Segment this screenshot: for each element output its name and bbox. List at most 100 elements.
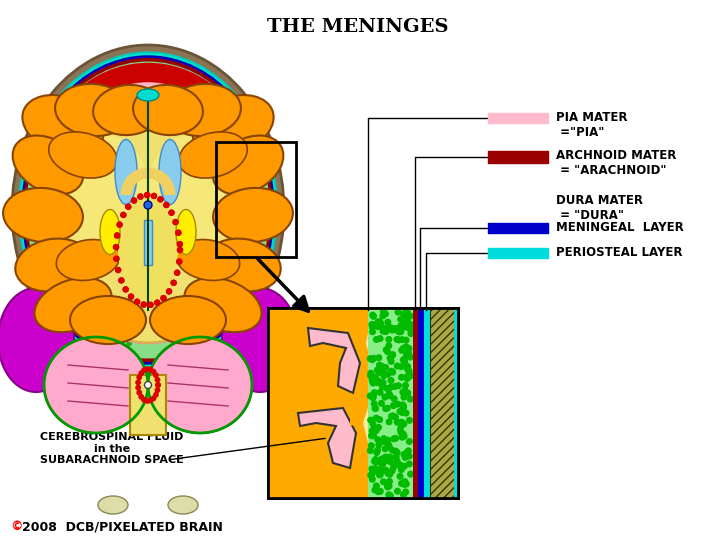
Circle shape (174, 333, 179, 338)
Circle shape (375, 437, 381, 442)
Circle shape (173, 220, 178, 225)
Circle shape (71, 188, 74, 192)
Circle shape (396, 337, 402, 343)
Circle shape (137, 186, 141, 191)
Circle shape (105, 218, 109, 222)
Circle shape (96, 212, 101, 217)
Circle shape (217, 217, 222, 222)
Circle shape (132, 198, 137, 203)
Circle shape (405, 390, 410, 396)
Circle shape (383, 457, 389, 463)
Circle shape (401, 311, 407, 316)
Circle shape (235, 226, 238, 230)
Circle shape (377, 319, 382, 325)
Circle shape (153, 393, 158, 397)
Circle shape (67, 136, 71, 140)
Circle shape (178, 182, 182, 187)
Circle shape (127, 251, 131, 255)
Circle shape (135, 299, 140, 304)
Circle shape (129, 294, 133, 299)
Circle shape (153, 248, 157, 252)
Circle shape (407, 417, 413, 423)
Circle shape (151, 92, 156, 97)
Circle shape (400, 402, 405, 408)
Circle shape (210, 258, 215, 262)
Circle shape (405, 309, 410, 315)
Circle shape (259, 261, 263, 265)
Ellipse shape (192, 95, 274, 155)
Circle shape (73, 109, 77, 112)
Circle shape (145, 217, 150, 221)
Text: 2008  DCB/PIXELATED BRAIN: 2008 DCB/PIXELATED BRAIN (22, 520, 223, 533)
Circle shape (171, 280, 176, 285)
Circle shape (176, 359, 179, 363)
Circle shape (165, 164, 169, 168)
Ellipse shape (133, 85, 203, 135)
Circle shape (393, 327, 398, 333)
Circle shape (243, 154, 247, 158)
Circle shape (37, 176, 41, 179)
Circle shape (210, 311, 215, 315)
Circle shape (170, 139, 174, 142)
Circle shape (218, 191, 222, 195)
Circle shape (189, 212, 192, 215)
Circle shape (207, 340, 211, 344)
Circle shape (207, 291, 212, 295)
Circle shape (388, 377, 394, 383)
Circle shape (50, 273, 55, 278)
Circle shape (120, 86, 125, 90)
Circle shape (400, 324, 405, 330)
Circle shape (213, 247, 217, 252)
Circle shape (84, 73, 88, 77)
Circle shape (64, 265, 68, 269)
Circle shape (251, 241, 255, 245)
Circle shape (70, 194, 73, 198)
Circle shape (168, 130, 173, 134)
Circle shape (158, 123, 163, 127)
Circle shape (139, 371, 143, 375)
Circle shape (398, 423, 404, 429)
Circle shape (102, 278, 107, 282)
Circle shape (403, 481, 409, 487)
Circle shape (80, 253, 84, 258)
Circle shape (402, 482, 408, 487)
Circle shape (119, 326, 122, 329)
Circle shape (393, 435, 398, 441)
Circle shape (376, 470, 382, 476)
Circle shape (390, 353, 395, 359)
Circle shape (53, 258, 58, 262)
Circle shape (47, 261, 50, 264)
Circle shape (96, 138, 101, 142)
Circle shape (219, 119, 222, 123)
Circle shape (204, 246, 208, 250)
Circle shape (74, 172, 78, 177)
Circle shape (369, 324, 375, 330)
Circle shape (208, 199, 212, 202)
Circle shape (100, 198, 104, 202)
Circle shape (401, 434, 407, 439)
Circle shape (238, 280, 243, 284)
Circle shape (123, 287, 128, 292)
Circle shape (121, 101, 125, 105)
Circle shape (140, 301, 144, 305)
Circle shape (383, 364, 388, 370)
Circle shape (109, 271, 113, 275)
Circle shape (141, 302, 146, 307)
Circle shape (171, 280, 176, 285)
Circle shape (138, 194, 143, 199)
Circle shape (383, 406, 389, 411)
Circle shape (194, 338, 197, 342)
Circle shape (75, 296, 79, 300)
Circle shape (90, 304, 94, 308)
Circle shape (123, 287, 128, 292)
Circle shape (96, 228, 100, 232)
Circle shape (56, 168, 60, 173)
Circle shape (139, 118, 143, 122)
Circle shape (205, 190, 209, 194)
Circle shape (154, 189, 159, 193)
Circle shape (145, 193, 150, 198)
Circle shape (398, 323, 404, 328)
Circle shape (172, 129, 176, 132)
Circle shape (385, 471, 391, 476)
Circle shape (386, 324, 392, 329)
